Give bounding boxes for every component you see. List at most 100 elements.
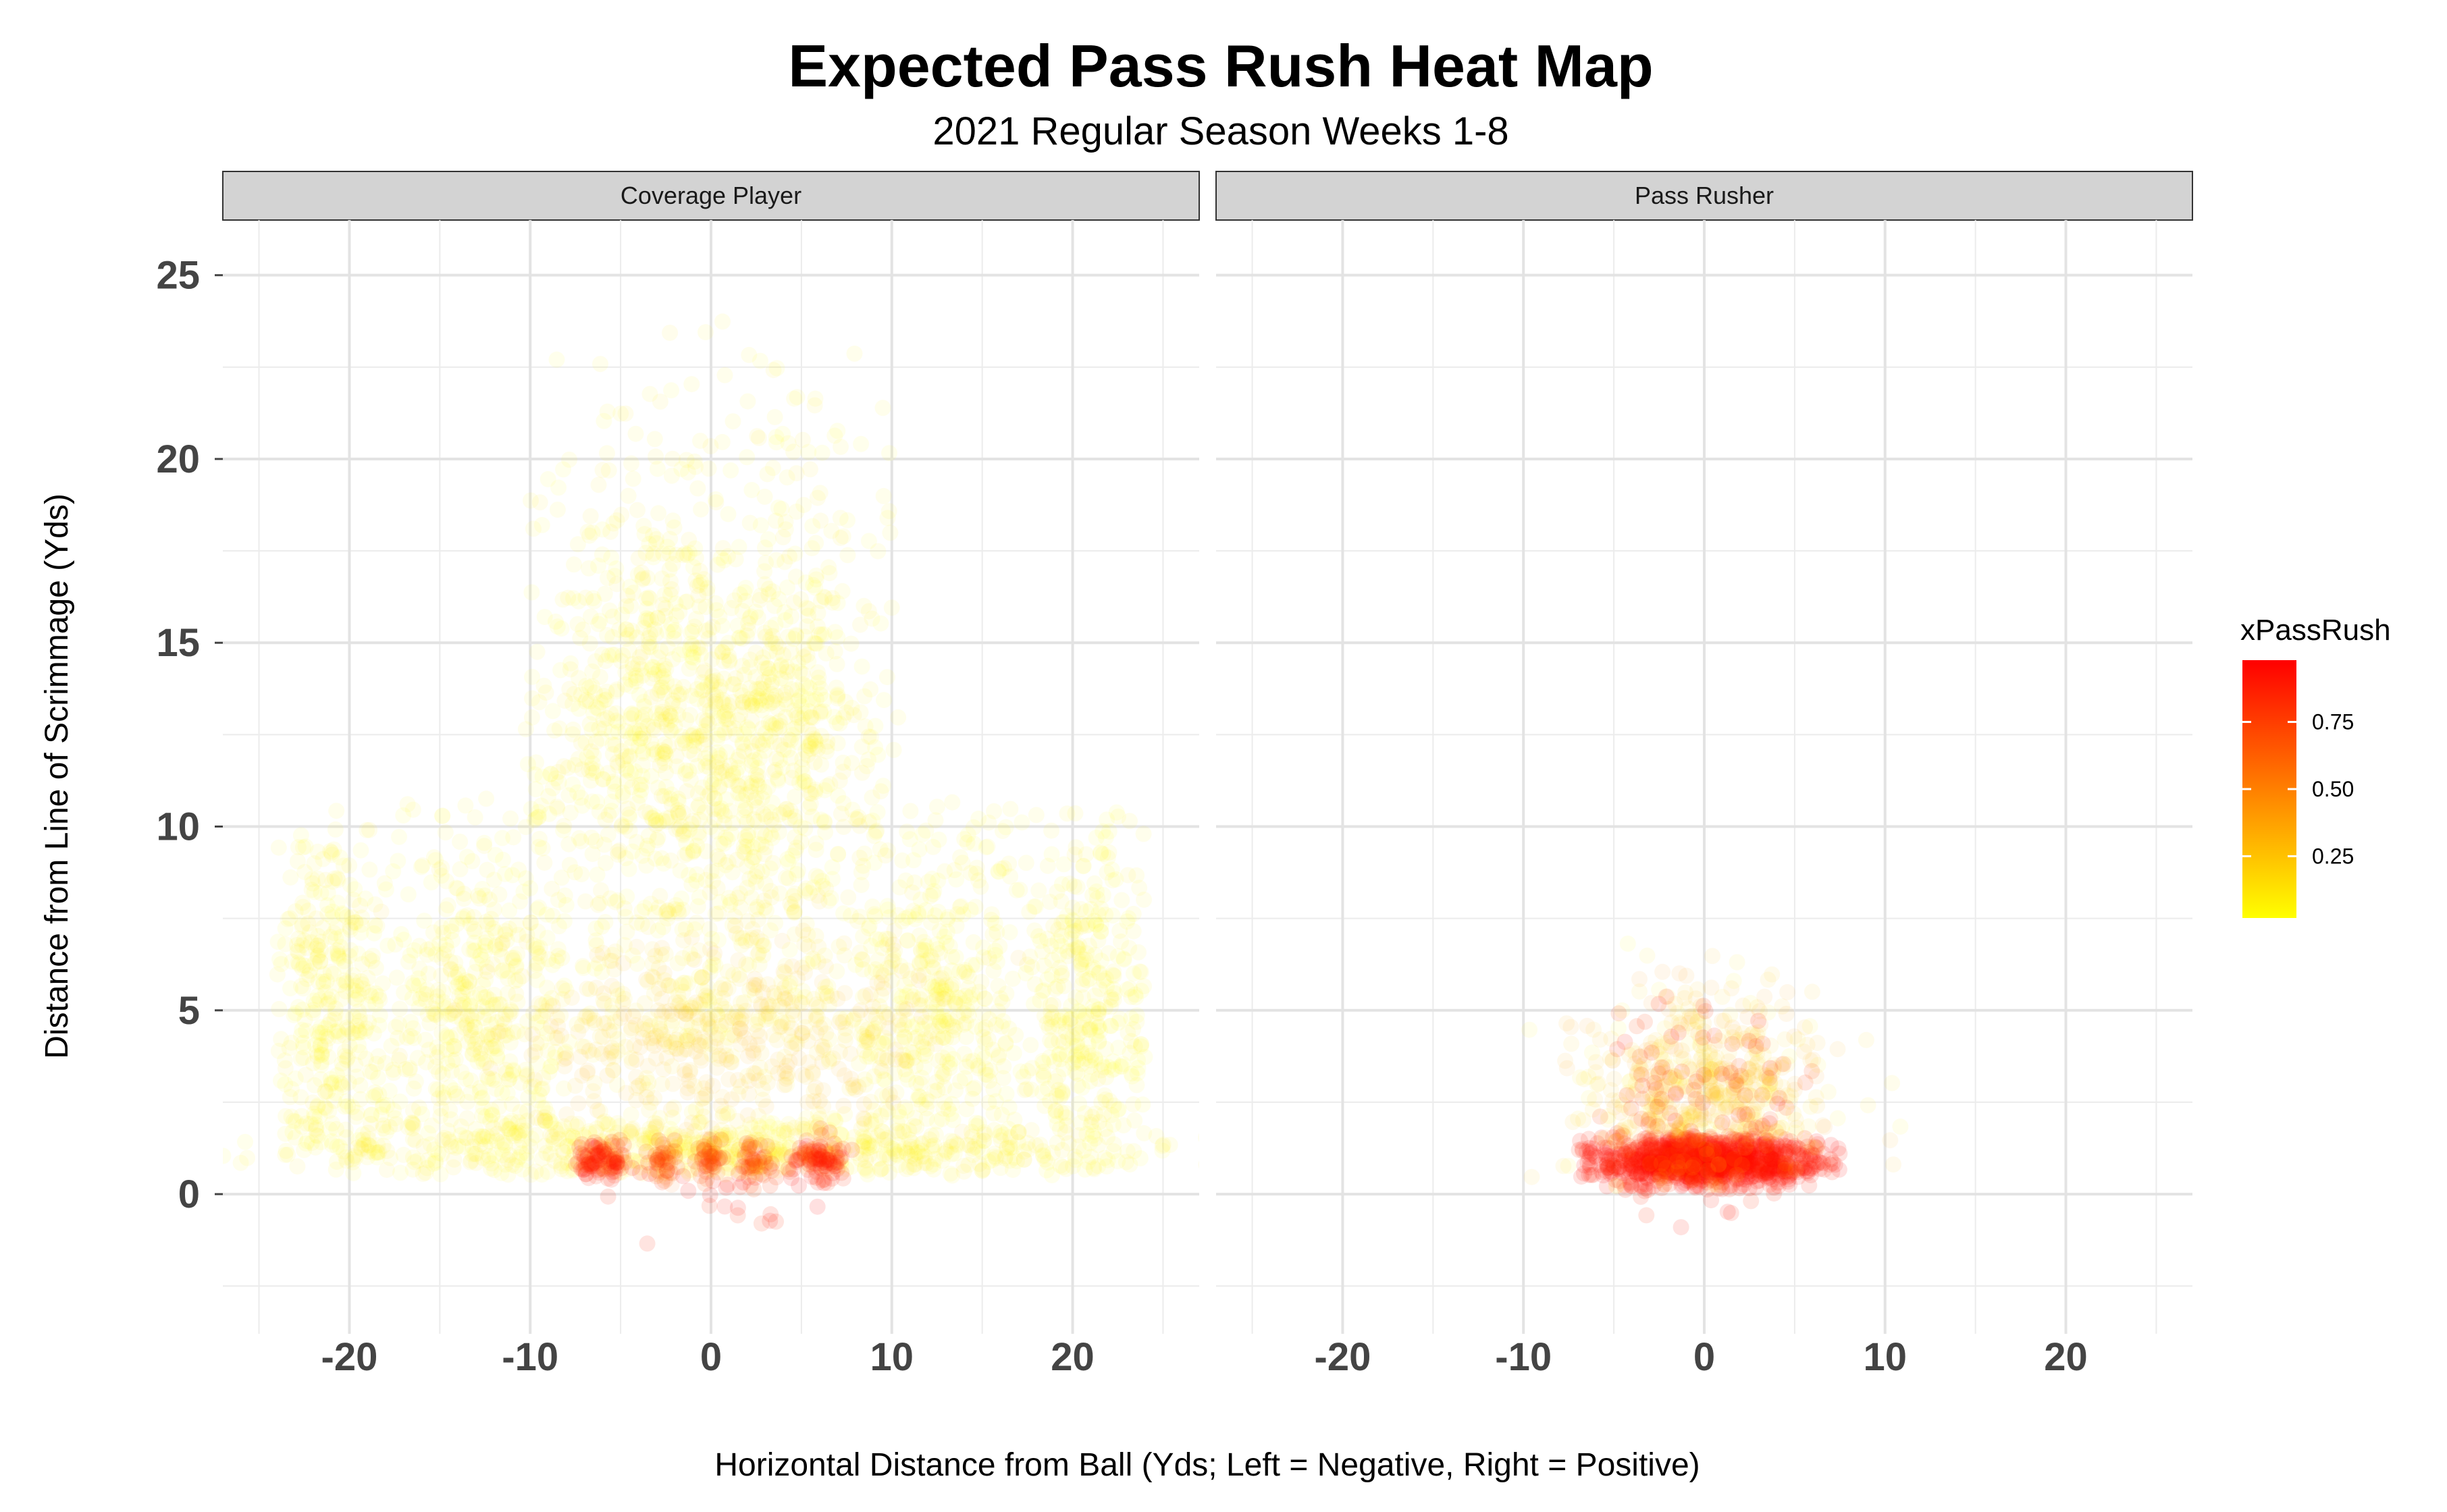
scatter-point — [789, 693, 806, 709]
scatter-point — [755, 947, 772, 964]
scatter-point — [617, 723, 634, 739]
scatter-point — [1092, 981, 1109, 998]
scatter-point — [986, 915, 1003, 932]
scatter-point — [1045, 996, 1061, 1013]
scatter-point — [753, 824, 770, 841]
scatter-point — [1126, 1038, 1143, 1055]
scatter-point — [810, 664, 826, 680]
scatter-point — [430, 981, 447, 998]
scatter-point — [809, 618, 826, 635]
scatter-point — [798, 599, 815, 616]
scatter-point — [650, 1002, 666, 1019]
scatter-point — [787, 808, 804, 825]
scatter-point — [725, 765, 741, 782]
scatter-point — [298, 971, 315, 988]
scatter-point — [643, 670, 660, 687]
scatter-point — [772, 737, 789, 753]
scatter-point — [1105, 1136, 1122, 1153]
scatter-point — [522, 1079, 539, 1096]
scatter-point — [1101, 823, 1117, 840]
scatter-point — [572, 630, 589, 647]
scatter-point — [529, 1015, 546, 1031]
scatter-point — [296, 1141, 313, 1158]
scatter-point — [445, 1159, 462, 1176]
scatter-point — [821, 1031, 838, 1048]
scatter-point — [683, 815, 700, 832]
scatter-point — [1022, 1037, 1039, 1054]
scatter-point — [756, 563, 773, 580]
scatter-point — [1075, 858, 1092, 875]
scatter-point — [1115, 1117, 1132, 1134]
scatter-point — [681, 660, 698, 677]
scatter-point — [447, 1085, 464, 1102]
scatter-point — [793, 591, 810, 608]
scatter-point — [621, 749, 637, 765]
scatter-point — [702, 959, 718, 975]
scatter-point — [400, 886, 417, 902]
scatter-point — [735, 743, 752, 760]
scatter-point — [944, 1029, 961, 1046]
scatter-point — [511, 1139, 528, 1156]
scatter-point — [552, 1007, 569, 1024]
scatter-point — [373, 1106, 390, 1123]
scatter-point — [728, 726, 745, 743]
scatter-point — [758, 839, 774, 855]
scatter-point — [399, 796, 416, 813]
scatter-point — [570, 1095, 587, 1112]
scatter-point — [312, 1036, 329, 1053]
scatter-point — [607, 943, 624, 960]
scatter-point — [856, 688, 873, 705]
scatter-point — [816, 703, 833, 720]
scatter-point — [654, 750, 670, 767]
scatter-point — [304, 871, 321, 888]
scatter-point — [751, 778, 768, 794]
scatter-point — [626, 707, 643, 724]
scatter-point — [351, 1013, 368, 1029]
scatter-point — [662, 809, 678, 826]
scatter-point — [793, 759, 810, 775]
scatter-point — [564, 776, 581, 793]
scatter-point — [587, 920, 604, 937]
scatter-point — [1045, 1009, 1061, 1026]
scatter-point — [544, 780, 561, 796]
scatter-point — [1038, 1162, 1055, 1179]
scatter-point — [478, 930, 495, 947]
scatter-point — [798, 618, 815, 634]
scatter-point — [371, 1086, 388, 1103]
scatter-point — [625, 660, 641, 677]
scatter-point — [835, 528, 851, 545]
scatter-point — [856, 597, 872, 614]
scatter-point — [334, 905, 351, 922]
scatter-point — [658, 746, 675, 763]
scatter-point — [741, 694, 758, 711]
scatter-point — [716, 367, 733, 383]
scatter-point — [762, 666, 779, 682]
scatter-point — [662, 852, 679, 869]
scatter-point — [723, 599, 740, 616]
scatter-point — [670, 707, 687, 723]
scatter-point — [1065, 913, 1082, 929]
scatter-point — [341, 948, 358, 965]
scatter-point — [744, 742, 761, 759]
scatter-point — [814, 444, 831, 461]
scatter-point — [743, 774, 760, 791]
scatter-point — [591, 803, 608, 820]
scatter-point — [325, 1074, 342, 1091]
scatter-point — [698, 731, 714, 748]
scatter-point — [808, 835, 824, 852]
scatter-point — [484, 1106, 501, 1123]
scatter-point — [312, 1025, 328, 1042]
scatter-point — [777, 990, 793, 1006]
scatter-point — [624, 779, 641, 796]
scatter-point — [773, 657, 790, 673]
scatter-point — [788, 628, 805, 645]
scatter-point — [1070, 1002, 1087, 1019]
scatter-point — [324, 1115, 341, 1132]
scatter-point — [819, 733, 836, 750]
scatter-point — [336, 1027, 352, 1044]
scatter-point — [1034, 1143, 1051, 1160]
scatter-point — [324, 1137, 340, 1154]
scatter-point — [746, 751, 763, 768]
scatter-point — [1097, 907, 1114, 923]
scatter-point — [749, 759, 766, 776]
